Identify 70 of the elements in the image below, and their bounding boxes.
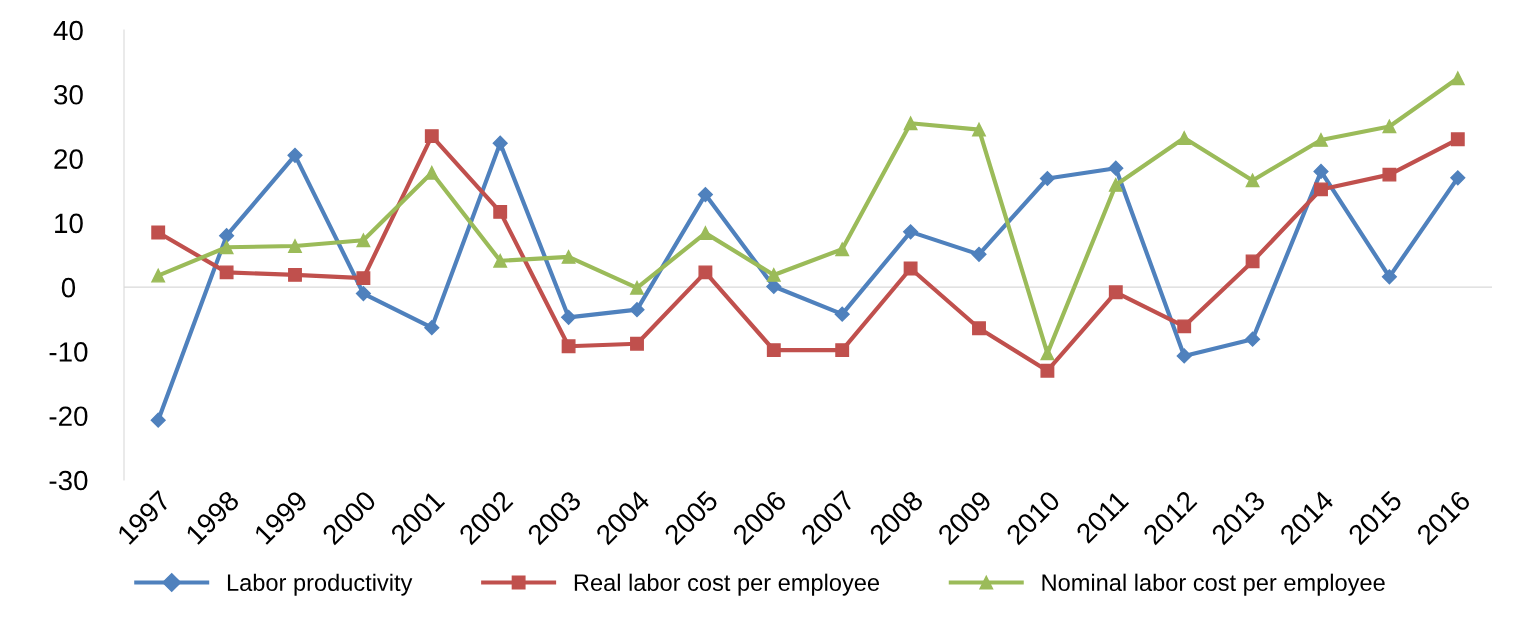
point [219, 240, 234, 255]
point [835, 242, 850, 257]
point [561, 249, 576, 264]
point [288, 239, 302, 253]
point [1245, 173, 1260, 188]
point [903, 224, 919, 240]
point [424, 129, 439, 144]
y-tick-label: -30 [49, 470, 88, 491]
point [1039, 170, 1055, 187]
point [1177, 319, 1192, 334]
point [1382, 119, 1397, 134]
point [356, 271, 371, 286]
point [1245, 331, 1261, 347]
point [903, 261, 918, 276]
point [219, 228, 235, 244]
point [492, 135, 508, 151]
point [698, 226, 713, 241]
point [1314, 132, 1328, 147]
point [151, 268, 166, 283]
point [971, 246, 987, 262]
point [630, 336, 644, 351]
point [561, 309, 577, 325]
point [1450, 132, 1465, 147]
y-tick-label: 10 [55, 213, 83, 234]
point [972, 321, 986, 336]
point [493, 253, 508, 268]
point [219, 265, 234, 280]
point [903, 116, 918, 131]
point [1382, 167, 1397, 182]
y-tick-label: -10 [49, 342, 88, 362]
point [561, 339, 576, 354]
point [629, 302, 645, 318]
legend-label: Real labor cost per employee [574, 573, 879, 596]
point [697, 187, 713, 203]
point [1108, 177, 1123, 192]
point [835, 343, 850, 358]
point [766, 343, 781, 358]
point [288, 267, 302, 282]
point [972, 122, 986, 137]
y-tick-label: 20 [54, 149, 83, 169]
point [1176, 348, 1192, 364]
point [355, 286, 371, 302]
point [834, 306, 850, 322]
point [151, 225, 166, 240]
point [698, 265, 713, 280]
point [1381, 269, 1397, 285]
legend-label: Labor productivity [227, 573, 413, 596]
y-tick-label: 30 [54, 84, 83, 105]
legend-label: Nominal labor cost per employee [1042, 573, 1385, 596]
point [356, 233, 371, 248]
point [1450, 170, 1466, 186]
point [1040, 346, 1055, 361]
point [1040, 363, 1055, 378]
point [630, 280, 644, 295]
point [150, 412, 166, 428]
point [1245, 254, 1260, 269]
y-tick-label: 40 [53, 20, 83, 41]
y-tick-label: 0 [61, 277, 76, 298]
point [493, 204, 508, 219]
point [287, 147, 303, 163]
y-tick-label: -20 [49, 406, 88, 427]
point [1450, 71, 1465, 86]
point [1177, 131, 1192, 145]
point [1108, 160, 1124, 176]
point [1314, 182, 1328, 197]
point [424, 320, 440, 336]
point [766, 267, 781, 282]
point [1108, 285, 1123, 300]
point [424, 165, 439, 180]
point [1313, 163, 1329, 179]
